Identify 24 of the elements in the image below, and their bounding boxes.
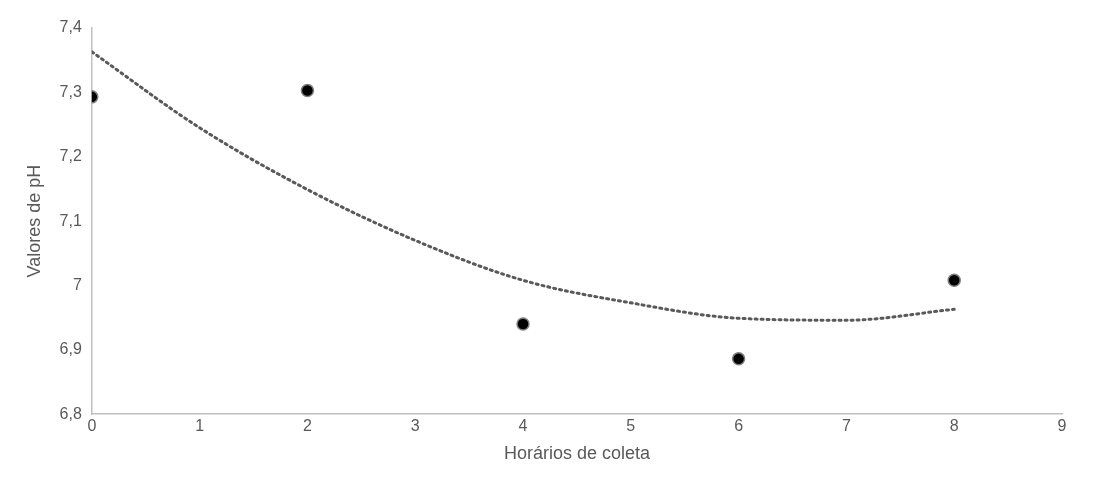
x-tick-label: 7 bbox=[841, 417, 851, 435]
x-tick-label: 6 bbox=[734, 417, 744, 435]
point bbox=[516, 317, 530, 331]
x-tick-label: 3 bbox=[410, 417, 420, 435]
x-tick-label: 0 bbox=[87, 417, 97, 435]
x-tick-label: 2 bbox=[302, 417, 312, 435]
y-tick-label: 6,9 bbox=[59, 340, 82, 358]
y-tick-label: 7,4 bbox=[59, 18, 82, 36]
y-tick-label: 7,3 bbox=[59, 82, 82, 100]
x-tick-label: 8 bbox=[949, 417, 959, 435]
y-tick-label: 7 bbox=[72, 275, 82, 293]
point bbox=[731, 352, 746, 366]
y-axis-title: Valores de pH bbox=[23, 164, 44, 278]
point bbox=[947, 273, 961, 288]
x-tick-label: 9 bbox=[1057, 417, 1067, 435]
y-tick-label: 6,8 bbox=[59, 404, 82, 422]
y-tick-label: 7,1 bbox=[59, 211, 82, 229]
point bbox=[300, 83, 315, 98]
y-tick-label: 7,2 bbox=[59, 147, 82, 165]
x-axis-title: Horários de coleta bbox=[503, 443, 651, 464]
x-tick-label: 1 bbox=[195, 417, 205, 435]
x-tick-label: 4 bbox=[518, 417, 528, 435]
x-tick-label: 5 bbox=[626, 417, 636, 435]
line-series bbox=[91, 50, 956, 322]
